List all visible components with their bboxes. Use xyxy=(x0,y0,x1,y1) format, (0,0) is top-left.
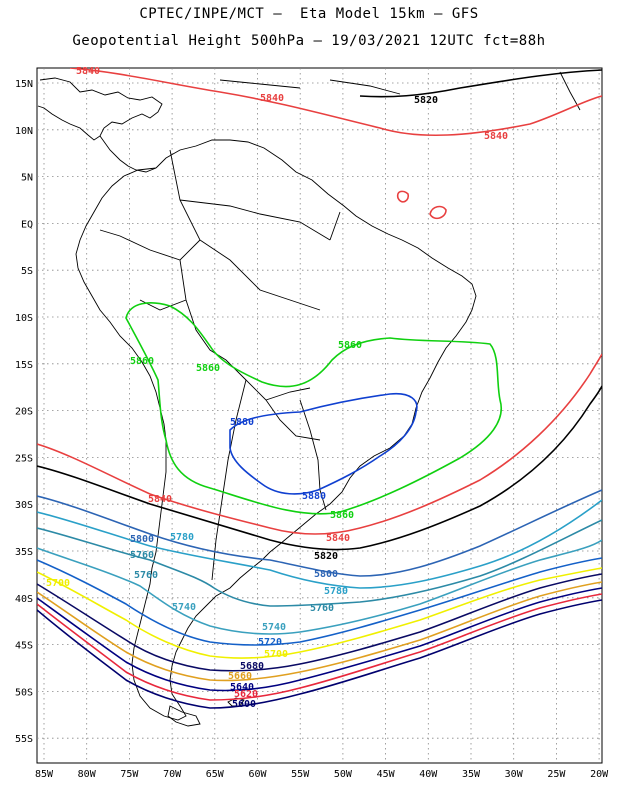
longitude-labels: 85W 80W 75W 70W 65W 60W 55W 50W 45W 40W 35W 30W 25W 2… xyxy=(35,769,609,780)
graticule xyxy=(37,68,602,763)
latitude-label: 40S xyxy=(15,594,33,605)
contour-label: 5780 xyxy=(170,532,194,543)
latitude-labels: 15N 10N 5N EQ 5S 10S 15S 20S 25S 30S 35S 40S 45S 50S 5… xyxy=(15,79,33,745)
caribbean-islands xyxy=(219,71,581,111)
longitude-label: 25W xyxy=(547,769,566,780)
map-title-line1: CPTEC/INPE/MCT – Eta Model 15km – GFS xyxy=(139,6,479,22)
contour-label: 5840 xyxy=(260,93,284,104)
contour-label: 5860 xyxy=(338,340,362,351)
longitude-label: 40W xyxy=(419,769,438,780)
longitude-label: 85W xyxy=(35,769,54,780)
contour-5760 xyxy=(37,519,602,607)
longitude-label: 30W xyxy=(505,769,524,780)
latitude-label: 10N xyxy=(15,126,33,137)
contour-label: 5700 xyxy=(46,578,70,589)
contour-5600 xyxy=(37,599,602,709)
contour-label: 5760 xyxy=(134,570,158,581)
contour-5840-south xyxy=(37,353,602,535)
contour-label: 5800 xyxy=(130,534,154,545)
longitude-label: 55W xyxy=(291,769,310,780)
contour-label: 5620 xyxy=(234,689,258,700)
latitude-label: 5S xyxy=(21,266,33,277)
central-america-coast xyxy=(37,77,163,141)
longitude-label: 75W xyxy=(120,769,139,780)
contour-5780 xyxy=(37,499,602,589)
contour-5660 xyxy=(37,581,602,682)
contour-5820-north xyxy=(359,69,602,98)
country-borders xyxy=(99,149,341,581)
contour-label: 5760 xyxy=(310,603,334,614)
small-5840-ring-2 xyxy=(429,205,447,220)
latitude-label: 15N xyxy=(15,79,33,90)
latitude-label: 5N xyxy=(21,173,33,184)
contour-5700 xyxy=(37,567,602,659)
contour-5680 xyxy=(37,573,602,672)
contour-label: 5840 xyxy=(148,494,172,505)
latitude-label: 50S xyxy=(15,687,33,698)
contour-label: 5840 xyxy=(484,131,508,142)
longitude-label: 35W xyxy=(462,769,481,780)
contour-label: 5780 xyxy=(324,586,348,597)
contour-label: 5880 xyxy=(302,491,326,502)
longitude-label: 50W xyxy=(334,769,353,780)
contour-5880-closed xyxy=(229,392,418,495)
coastlines xyxy=(37,71,581,727)
latitude-label: 15S xyxy=(15,360,33,371)
contour-5740 xyxy=(37,539,602,635)
latitude-label: EQ xyxy=(21,219,33,230)
contour-label-layer: 5840 5840 5820 5840 5860 5860 5860 5880 … xyxy=(46,66,508,710)
contour-5800 xyxy=(37,489,602,577)
contour-label: 5740 xyxy=(262,622,286,633)
south-america-outline xyxy=(75,139,477,721)
contour-label: 5860 xyxy=(330,510,354,521)
latitude-label: 35S xyxy=(15,547,33,558)
longitude-label: 80W xyxy=(78,769,97,780)
contour-label: 5820 xyxy=(414,95,438,106)
contour-5820-south xyxy=(37,385,602,551)
longitude-label: 45W xyxy=(377,769,396,780)
longitude-label: 70W xyxy=(163,769,182,780)
tierra-del-fuego xyxy=(167,705,201,727)
contour-label: 5600 xyxy=(232,699,256,710)
latitude-label: 10S xyxy=(15,313,33,324)
latitude-label: 30S xyxy=(15,500,33,511)
contour-5860-closed xyxy=(125,302,502,515)
contour-label: 5800 xyxy=(314,569,338,580)
central-america-isthmus xyxy=(99,135,157,173)
contour-label: 5860 xyxy=(196,363,220,374)
contour-label: 5820 xyxy=(314,551,338,562)
contour-5840-north xyxy=(69,68,602,137)
latitude-label: 25S xyxy=(15,453,33,464)
latitude-label: 55S xyxy=(15,734,33,745)
small-5840-ring xyxy=(396,190,410,203)
contour-label: 5840 xyxy=(326,533,350,544)
contour-5720 xyxy=(37,557,602,646)
contour-5620 xyxy=(37,593,602,701)
longitude-label: 65W xyxy=(206,769,225,780)
contour-label: 5660 xyxy=(228,671,252,682)
contour-lines xyxy=(37,68,602,709)
contour-5640 xyxy=(37,587,602,692)
longitude-label: 20W xyxy=(590,769,609,780)
contour-label: 5640 xyxy=(230,682,254,693)
contour-label: 5840 xyxy=(76,66,100,77)
contour-label: 5720 xyxy=(258,637,282,648)
contour-label: 5740 xyxy=(172,602,196,613)
latitude-label: 45S xyxy=(15,641,33,652)
contour-label: 5860 xyxy=(130,356,154,367)
contour-label: 5760 xyxy=(130,550,154,561)
latitude-label: 20S xyxy=(15,407,33,418)
map-title-line2: Geopotential Height 500hPa – 19/03/2021 … xyxy=(72,33,546,49)
contour-label: 5680 xyxy=(240,661,264,672)
longitude-label: 60W xyxy=(248,769,267,780)
contour-label: 5880 xyxy=(230,417,254,428)
contour-label: 5700 xyxy=(264,649,288,660)
